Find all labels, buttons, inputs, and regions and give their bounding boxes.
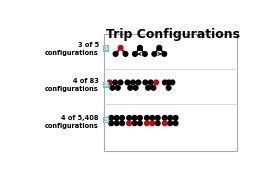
Text: 3 of 5
configurations: 3 of 5 configurations xyxy=(45,42,99,56)
Text: 3: 3 xyxy=(104,118,108,123)
Circle shape xyxy=(136,80,141,85)
Circle shape xyxy=(107,80,112,85)
Text: 4 of 83
configurations: 4 of 83 configurations xyxy=(45,78,99,92)
FancyBboxPatch shape xyxy=(103,34,237,151)
Circle shape xyxy=(173,121,178,126)
Circle shape xyxy=(162,116,167,120)
Circle shape xyxy=(143,80,148,85)
Circle shape xyxy=(162,121,167,126)
Circle shape xyxy=(138,46,142,50)
Circle shape xyxy=(156,116,160,120)
Circle shape xyxy=(148,80,153,85)
Circle shape xyxy=(109,116,114,120)
Circle shape xyxy=(116,86,120,90)
Circle shape xyxy=(157,46,162,50)
Circle shape xyxy=(132,116,137,120)
Circle shape xyxy=(166,80,171,85)
Circle shape xyxy=(114,116,119,120)
Circle shape xyxy=(123,52,128,56)
Circle shape xyxy=(132,121,137,126)
Circle shape xyxy=(143,52,147,56)
Text: 4 of 5,408
configurations: 4 of 5,408 configurations xyxy=(45,115,99,129)
Text: 2: 2 xyxy=(104,82,108,87)
Circle shape xyxy=(154,80,158,85)
FancyBboxPatch shape xyxy=(103,46,109,52)
Circle shape xyxy=(125,80,130,85)
Circle shape xyxy=(118,46,123,50)
Text: 1: 1 xyxy=(104,46,108,51)
Circle shape xyxy=(162,52,167,56)
Circle shape xyxy=(127,116,131,120)
Circle shape xyxy=(127,121,131,126)
Circle shape xyxy=(151,86,156,90)
Circle shape xyxy=(163,80,167,85)
Circle shape xyxy=(114,121,119,126)
Circle shape xyxy=(138,121,142,126)
Circle shape xyxy=(120,121,124,126)
Circle shape xyxy=(152,52,157,56)
Circle shape xyxy=(168,121,173,126)
FancyBboxPatch shape xyxy=(103,117,109,123)
Circle shape xyxy=(113,52,118,56)
FancyBboxPatch shape xyxy=(103,82,109,88)
Circle shape xyxy=(168,116,173,120)
Circle shape xyxy=(131,80,135,85)
Circle shape xyxy=(166,86,171,90)
Circle shape xyxy=(173,116,178,120)
Circle shape xyxy=(144,116,149,120)
Circle shape xyxy=(120,116,124,120)
Circle shape xyxy=(133,52,137,56)
Circle shape xyxy=(146,86,150,90)
Circle shape xyxy=(128,86,133,90)
Circle shape xyxy=(109,121,114,126)
Circle shape xyxy=(138,116,142,120)
Circle shape xyxy=(144,121,149,126)
Circle shape xyxy=(150,116,155,120)
Circle shape xyxy=(118,80,123,85)
Circle shape xyxy=(113,80,117,85)
Circle shape xyxy=(150,121,155,126)
Circle shape xyxy=(156,121,160,126)
Circle shape xyxy=(133,86,138,90)
Text: Trip Configurations: Trip Configurations xyxy=(106,28,240,41)
Circle shape xyxy=(110,86,115,90)
Circle shape xyxy=(170,80,175,85)
